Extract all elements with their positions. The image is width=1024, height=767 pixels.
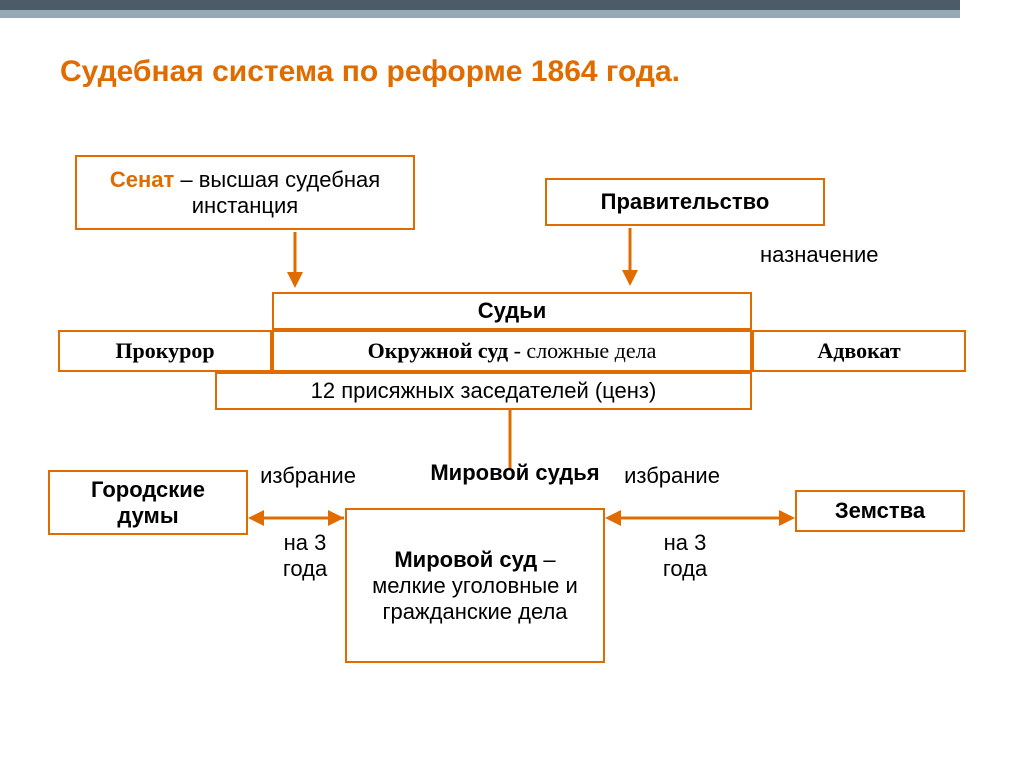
prosecutor-box: Прокурор [58,330,272,372]
city-dumas-box: Городские думы [48,470,248,535]
jury-label: 12 присяжных заседателей (ценз) [311,378,657,404]
city-dumas-label: Городские думы [58,477,238,529]
government-label: Правительство [601,189,770,215]
election-left-label: избрание [258,463,358,489]
world-court-box: Мировой суд – мелкие уголовные и граждан… [345,508,605,663]
election-right-label: избрание [622,463,722,489]
lawyer-label: Адвокат [817,338,900,364]
district-court-box: Окружной суд - сложные дела [272,330,752,372]
page-title: Судебная система по реформе 1864 года. [60,55,680,89]
header-bar-dark [0,0,960,10]
senate-box: Сенат – высшая судебная инстанция [75,155,415,230]
district-court-text: Окружной суд - сложные дела [368,338,657,364]
zemstva-box: Земства [795,490,965,532]
jury-box: 12 присяжных заседателей (ценз) [215,372,752,410]
header-bar [0,0,960,18]
arrow-senate-down [285,232,305,290]
term-right-label: на 3 года [640,530,730,582]
world-court-text: Мировой суд – мелкие уголовные и граждан… [355,547,595,625]
arrow-election-left [248,508,348,528]
world-judge-label: Мировой судья [420,460,610,486]
judges-box: Судьи [272,292,752,330]
lawyer-box: Адвокат [752,330,966,372]
prosecutor-label: Прокурор [115,338,214,364]
zemstva-label: Земства [835,498,925,524]
judges-label: Судьи [478,298,547,324]
arrow-election-right [605,508,795,528]
arrow-government-down [620,228,640,288]
senate-text: Сенат – высшая судебная инстанция [85,167,405,219]
government-box: Правительство [545,178,825,226]
header-bar-light [0,10,960,18]
appointment-label: назначение [760,242,879,268]
term-left-label: на 3 года [260,530,350,582]
